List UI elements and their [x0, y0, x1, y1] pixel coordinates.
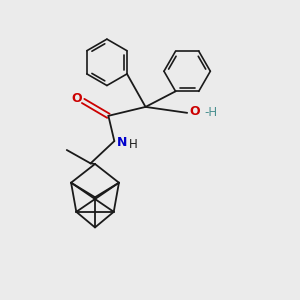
Text: H: H	[129, 138, 138, 151]
Text: -H: -H	[204, 106, 218, 119]
Text: O: O	[71, 92, 82, 105]
Text: O: O	[190, 105, 200, 118]
Text: N: N	[117, 136, 127, 149]
